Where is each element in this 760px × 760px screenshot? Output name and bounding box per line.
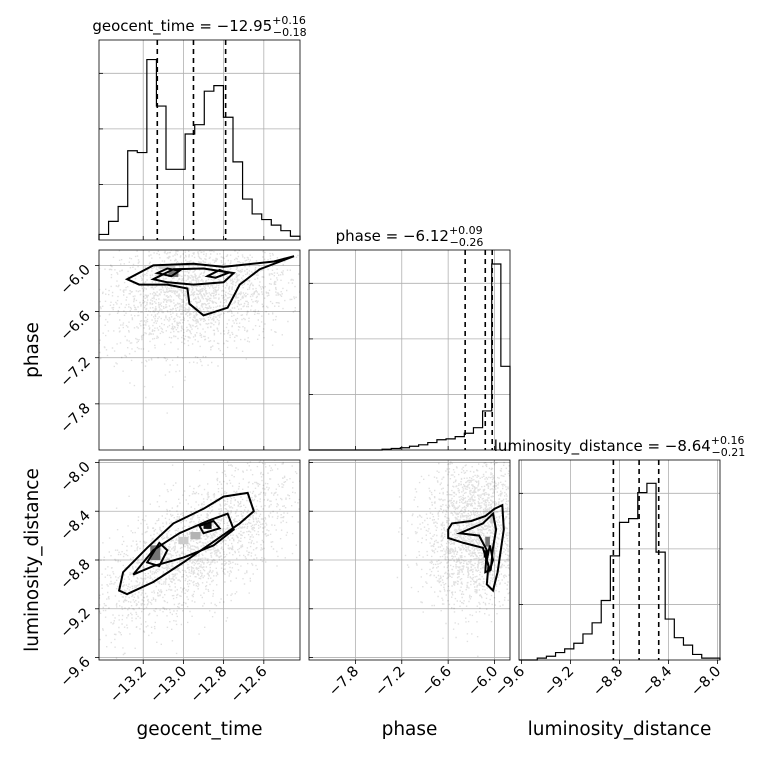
density-cell — [159, 264, 176, 270]
density-cell — [190, 531, 201, 540]
histogram-luminosity_distance — [519, 482, 721, 661]
contour-line — [447, 503, 505, 593]
x-tick-label: −8.4 — [639, 664, 675, 700]
contour-line — [485, 545, 495, 574]
x-tick-label: −6.0 — [465, 664, 501, 700]
histogram-geocent_time — [98, 58, 301, 240]
panel-frame — [98, 249, 301, 451]
x-tick-label: −7.2 — [372, 664, 408, 700]
x-tick-label: −12.8 — [188, 664, 231, 707]
y-axis-label-phase: phase — [22, 322, 43, 378]
y-tick-label: −8.0 — [58, 459, 94, 495]
scatter-panel-geocent_time-phase — [98, 249, 301, 451]
contour-line — [154, 267, 182, 278]
panel-content — [309, 460, 510, 660]
x-tick-label: −13.0 — [148, 664, 191, 707]
contour-line — [132, 512, 235, 576]
panel-content — [99, 460, 300, 660]
x-axis-label-luminosity_distance: luminosity_distance — [528, 719, 712, 740]
contour-line — [117, 491, 255, 596]
y-tick-label: −9.6 — [58, 654, 94, 690]
panel-content — [99, 250, 300, 450]
y-axis-label-luminosity_distance: luminosity_distance — [22, 468, 43, 652]
contour-line — [150, 267, 236, 286]
x-tick-label: −6.6 — [419, 664, 455, 700]
density-cell — [485, 536, 490, 547]
panel-title-phase: phase = −6.12+0.09 −0.26 — [336, 224, 484, 249]
panel-frame — [308, 249, 511, 451]
y-tick-label: −6.0 — [58, 262, 94, 298]
hist-panel-geocent_time: geocent_time = −12.95+0.16 −0.18 — [92, 14, 307, 241]
density-cell — [150, 545, 161, 560]
hist-panel-phase: phase = −6.12+0.09 −0.26 — [308, 224, 511, 451]
panel-frame — [98, 39, 301, 241]
panel-title-geocent_time: geocent_time = −12.95+0.16 −0.18 — [92, 14, 306, 39]
y-tick-label: −8.8 — [58, 557, 94, 593]
x-tick-label: −9.2 — [541, 664, 577, 700]
scatter-panel-phase-luminosity_distance — [308, 459, 511, 661]
y-tick-label: −7.8 — [58, 400, 94, 436]
panel-background — [309, 250, 510, 450]
x-tick-label: −8.0 — [688, 664, 724, 700]
x-tick-label: −8.8 — [590, 664, 626, 700]
panel-title-luminosity_distance: luminosity_distance = −8.64+0.16 −0.21 — [494, 434, 745, 459]
contour-line — [145, 541, 169, 568]
x-tick-label: −7.8 — [326, 664, 362, 700]
x-axis-label-phase: phase — [382, 719, 438, 740]
hist-panel-luminosity_distance: luminosity_distance = −8.64+0.16 −0.21 — [494, 434, 745, 661]
x-tick-label: −9.6 — [492, 664, 528, 700]
density-cell — [178, 536, 189, 545]
density-cell — [203, 522, 212, 529]
y-tick-label: −6.6 — [58, 308, 94, 344]
x-tick-label: −12.6 — [228, 664, 271, 707]
contour-line — [204, 268, 231, 279]
y-tick-label: −9.2 — [58, 605, 94, 641]
contour-line — [124, 255, 295, 317]
density-cell — [490, 511, 495, 524]
contour-line — [198, 519, 222, 535]
x-tick-label: −13.2 — [107, 664, 150, 707]
panel-background — [99, 40, 300, 240]
y-tick-label: −8.4 — [58, 508, 94, 544]
x-axis-label-geocent_time: geocent_time — [136, 719, 262, 740]
scatter-panel-geocent_time-luminosity_distance — [98, 459, 301, 661]
y-tick-label: −7.2 — [58, 354, 94, 390]
